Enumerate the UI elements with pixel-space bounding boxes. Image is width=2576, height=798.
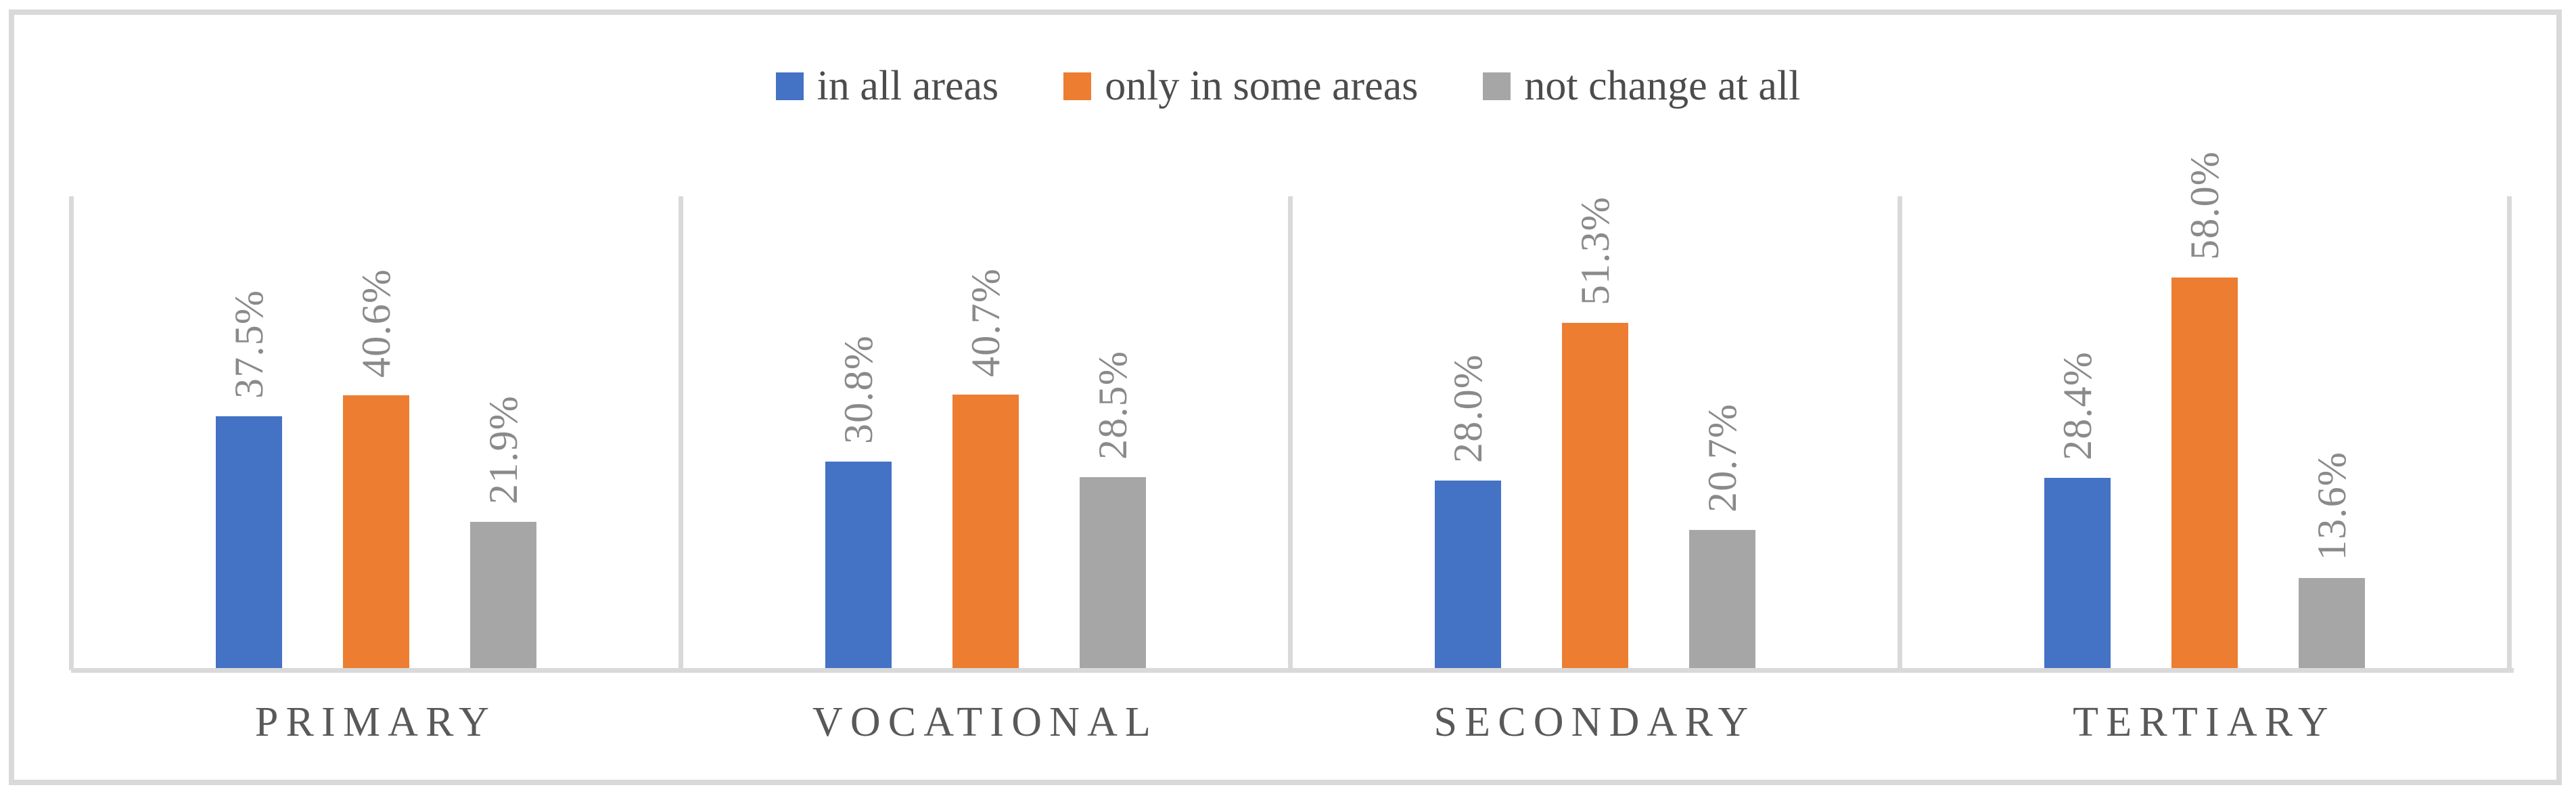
bar-primary-only-in-some-areas (342, 395, 409, 670)
legend-item-only-in-some-areas: only in some areas (1063, 65, 1418, 107)
bar-secondary-not-change-at-all (1688, 530, 1755, 670)
panel-separator-line (2507, 196, 2512, 670)
bar-value-label: 13.6% (2309, 451, 2354, 560)
category-label-primary: PRIMARY (254, 699, 497, 745)
bar-value-label: 40.6% (353, 269, 398, 378)
legend-swatch-blue-icon (775, 72, 804, 100)
figure-border (9, 9, 2562, 785)
bar-vocational-in-all-areas (825, 462, 892, 670)
bar-vocational-not-change-at-all (1079, 477, 1146, 670)
bar-value-label: 28.0% (1445, 354, 1490, 463)
panel-separator-line (69, 196, 74, 670)
panel-separator-line (1898, 196, 1902, 670)
legend-swatch-orange-icon (1063, 72, 1092, 100)
panel-separator-line (678, 196, 683, 670)
panel-separator-line (1288, 196, 1293, 670)
legend-label: not change at all (1524, 63, 1801, 109)
category-panel-vocational: 30.8% 40.7% 28.5% (681, 196, 1290, 670)
bar-secondary-only-in-some-areas (1561, 323, 1628, 670)
bar-value-label: 40.7% (963, 268, 1008, 377)
category-panel-tertiary: 28.4% 58.0% 13.6% (1900, 151, 2509, 670)
bar-vocational-only-in-some-areas (952, 395, 1019, 670)
bar-primary-not-change-at-all (469, 522, 536, 670)
category-panel-secondary: 28.0% 51.3% 20.7% (1290, 196, 1900, 670)
legend-item-in-all-areas: in all areas (775, 63, 999, 109)
bar-tertiary-not-change-at-all (2298, 578, 2365, 670)
bar-value-label: 51.3% (1572, 196, 1617, 305)
bar-value-label: 21.9% (480, 395, 526, 504)
bar-tertiary-only-in-some-areas (2171, 278, 2238, 670)
category-label-tertiary: TERTIARY (2073, 699, 2336, 745)
legend-swatch-gray-icon (1483, 72, 1511, 100)
legend-label: only in some areas (1105, 63, 1419, 109)
bar-value-label: 28.5% (1090, 351, 1135, 460)
legend-item-not-change-at-all: not change at all (1483, 65, 1800, 107)
bar-tertiary-in-all-areas (2044, 478, 2111, 670)
bar-value-label: 37.5% (226, 290, 271, 399)
legend-label: in all areas (816, 63, 999, 109)
bar-secondary-in-all-areas (1434, 481, 1501, 670)
category-panel-primary: 37.5% 40.6% 21.9% (71, 196, 681, 670)
bar-value-label: 58.0% (2182, 151, 2227, 260)
bar-value-label: 30.8% (835, 335, 881, 444)
plot-area: 37.5% 40.6% 21.9% 30.8% 40.7% 28.5% 28.0% 51.3%… (69, 151, 2512, 670)
legend: in all areas only in some areas not chan… (0, 65, 2576, 107)
category-axis-labels: PRIMARY VOCATIONAL SECONDARY TERTIARY (71, 701, 2509, 743)
bar-value-label: 28.4% (2054, 351, 2100, 460)
bar-primary-in-all-areas (215, 416, 282, 670)
category-label-secondary: SECONDARY (1433, 699, 1756, 745)
x-axis-line (71, 668, 2514, 673)
category-label-vocational: VOCATIONAL (812, 699, 1159, 745)
bar-value-label: 20.7% (1699, 403, 1745, 512)
